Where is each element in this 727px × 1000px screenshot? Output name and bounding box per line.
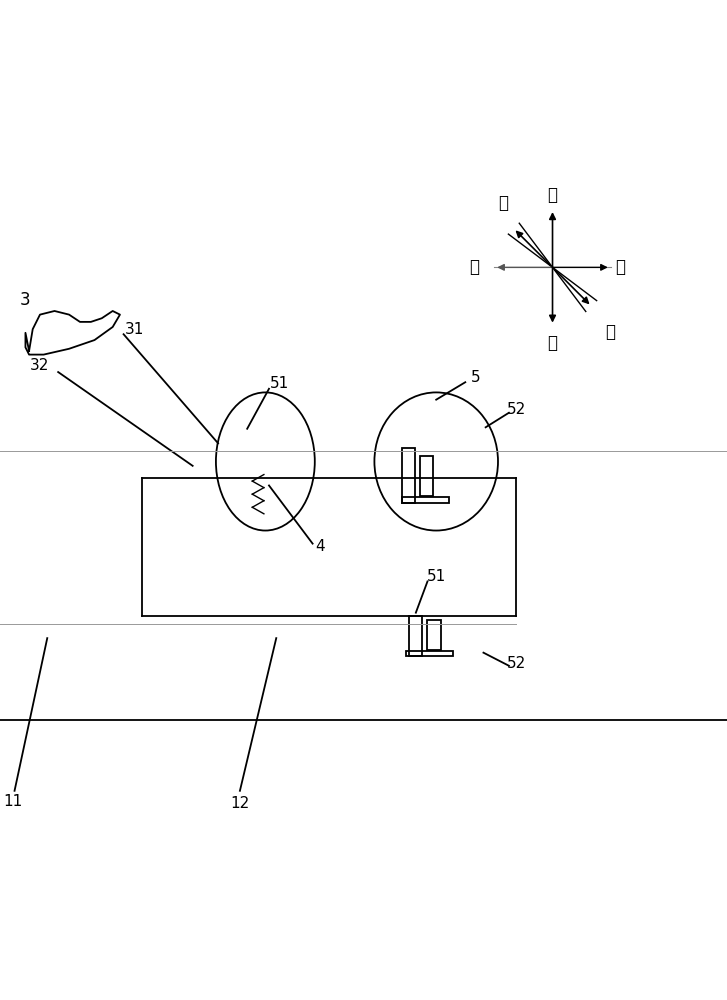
Text: 右: 右 [615,258,625,276]
Text: 5: 5 [471,370,481,385]
Text: 上: 上 [547,186,558,204]
Bar [402,448,415,503]
Text: 11: 11 [4,794,23,809]
Text: 52: 52 [507,402,526,417]
Text: 52: 52 [507,656,526,671]
Text: 左: 左 [469,258,479,276]
Text: 后: 后 [498,194,508,212]
Bar [420,456,433,496]
Text: 51: 51 [427,569,446,584]
Bar [406,651,453,656]
Bar [409,616,422,656]
Text: 12: 12 [230,796,249,811]
Text: 32: 32 [31,358,49,373]
Text: 51: 51 [270,376,289,391]
Bar [427,620,441,650]
Text: 4: 4 [315,539,325,554]
Text: 31: 31 [125,322,144,337]
Text: 下: 下 [547,334,558,352]
Text: 前: 前 [605,323,615,341]
Bar [402,497,449,503]
Text: 3: 3 [20,291,31,309]
